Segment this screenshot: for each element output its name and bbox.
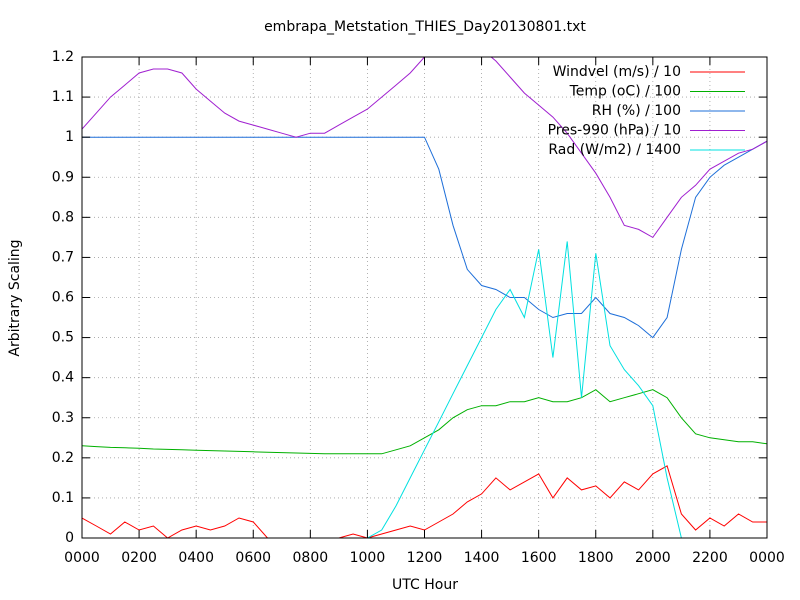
x-tick-label: 1000 [350,550,386,566]
chart-title: embrapa_Metstation_THIES_Day20130801.txt [264,19,586,35]
y-tick-label: 0.5 [52,330,74,346]
x-tick-label: 1800 [578,550,614,566]
y-tick-label: 0.2 [52,450,74,466]
x-tick-label: 0800 [293,550,329,566]
legend-label: Windvel (m/s) / 10 [553,64,681,80]
y-tick-label: 0.6 [52,290,74,306]
legend-label: Temp (oC) / 100 [569,84,681,100]
y-tick-label: 1.1 [52,89,74,105]
x-axis-label: UTC Hour [392,577,458,593]
y-tick-label: 0.7 [52,249,74,265]
series-line [82,389,767,455]
series-line [82,241,767,538]
y-axis-label: Arbitrary Scaling [7,239,23,356]
y-tick-label: 1.2 [52,49,74,65]
x-tick-label: 1200 [407,550,443,566]
legend-label: Pres-990 (hPa) / 10 [548,123,681,139]
x-tick-label: 1400 [464,550,500,566]
legend-label: Rad (W/m2) / 1400 [548,142,681,158]
y-tick-label: 0.8 [52,209,74,225]
legend-label: RH (%) / 100 [592,103,681,119]
y-tick-label: 0.1 [52,490,74,506]
x-tick-label: 0400 [178,550,214,566]
x-tick-label: 1600 [521,550,557,566]
series-line [82,57,767,239]
x-tick-label: 2000 [635,550,671,566]
x-tick-label: 2200 [692,550,728,566]
y-tick-label: 0 [65,530,74,546]
y-tick-label: 0.4 [52,370,74,386]
series-line [82,136,767,339]
y-tick-label: 0.3 [52,410,74,426]
x-tick-label: 0000 [64,550,100,566]
y-tick-label: 1 [65,129,74,145]
x-tick-label: 0600 [235,550,271,566]
x-tick-label: 0200 [121,550,157,566]
y-tick-label: 0.9 [52,169,74,185]
x-tick-label: 0000 [749,550,785,566]
